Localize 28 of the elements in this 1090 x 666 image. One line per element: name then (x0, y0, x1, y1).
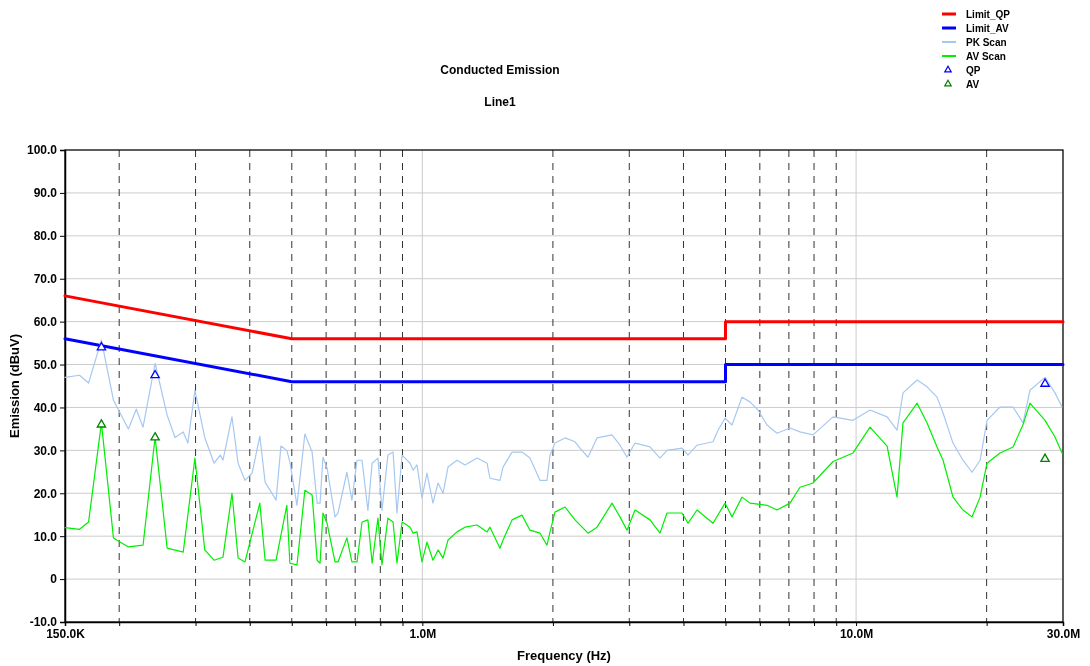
y-tick-label: 50.0 (33, 357, 58, 372)
y-tick-label: 60.0 (33, 314, 58, 329)
legend-label: QP (966, 65, 981, 76)
y-tick-label: 0 (50, 572, 58, 587)
x-tick-label: 1.0M (409, 626, 437, 641)
y-tick-label: 80.0 (33, 229, 58, 244)
y-axis-title: Emission (dBuV) (7, 333, 22, 439)
point (1040, 453, 1050, 462)
point (96, 341, 107, 351)
y-tick-label: 10.0 (33, 529, 58, 544)
legend-label: Limit_AV (966, 23, 1009, 34)
y-tick-label: 90.0 (33, 186, 58, 201)
y-tick-label: 40.0 (33, 400, 58, 415)
chart-title: Conducted Emission (440, 63, 560, 77)
y-tick-label: 20.0 (33, 486, 58, 501)
legend-label: Limit_QP (966, 9, 1011, 20)
y-tick-label: 70.0 (33, 272, 58, 287)
point (1040, 378, 1050, 387)
chart-subtitle: Line1 (484, 95, 516, 109)
y-tick-label: 100.0 (26, 143, 58, 158)
legend-label: AV (966, 79, 980, 90)
legend-label: AV Scan (966, 51, 1006, 62)
x-tick-label: 10.0M (839, 626, 874, 641)
x-tick-label: 30.0M (1046, 626, 1081, 641)
legend-label: PK Scan (966, 37, 1007, 48)
point (96, 419, 107, 428)
x-axis-title: Frequency (Hz) (517, 648, 611, 663)
y-tick-label: 30.0 (33, 443, 58, 458)
